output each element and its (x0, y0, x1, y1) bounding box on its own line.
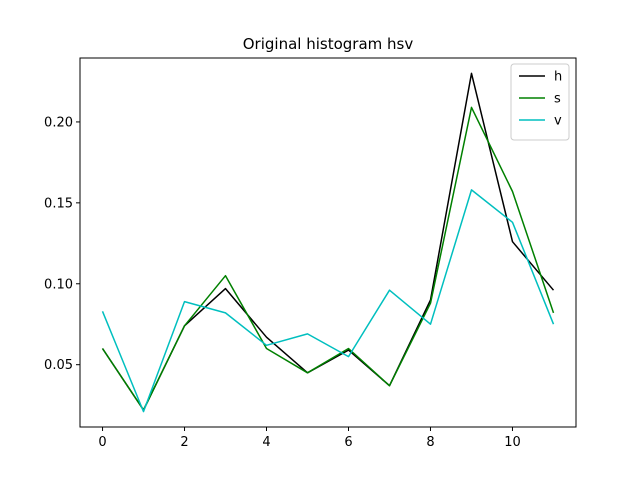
series-line-h (101, 72, 555, 411)
legend-label-v: v (554, 114, 562, 129)
x-tick-label: 2 (180, 435, 188, 450)
series-layer (101, 72, 555, 413)
x-tick-label: 10 (504, 435, 521, 450)
y-tick-label: 0.10 (44, 277, 73, 292)
legend-label-h: h (554, 70, 562, 85)
legend-label-s: s (554, 92, 561, 107)
legend-box (510, 63, 570, 141)
x-tick-label: 8 (426, 435, 434, 450)
series-line-s (101, 106, 555, 411)
y-axis: 0.05 0.10 0.15 0.20 (44, 115, 80, 373)
legend: hsv (510, 63, 570, 141)
y-tick-label: 0.15 (44, 196, 73, 211)
y-tick-label: 0.20 (44, 115, 73, 130)
x-tick-label: 4 (262, 435, 270, 450)
x-axis: 0 2 4 6 8 10 (98, 427, 521, 450)
chart-title: Original histogram hsv (243, 35, 414, 53)
x-tick-label: 6 (344, 435, 352, 450)
plot-frame (79, 57, 577, 428)
x-tick-label: 0 (98, 435, 106, 450)
y-tick-label: 0.05 (44, 358, 73, 373)
series-line-v (101, 189, 555, 413)
